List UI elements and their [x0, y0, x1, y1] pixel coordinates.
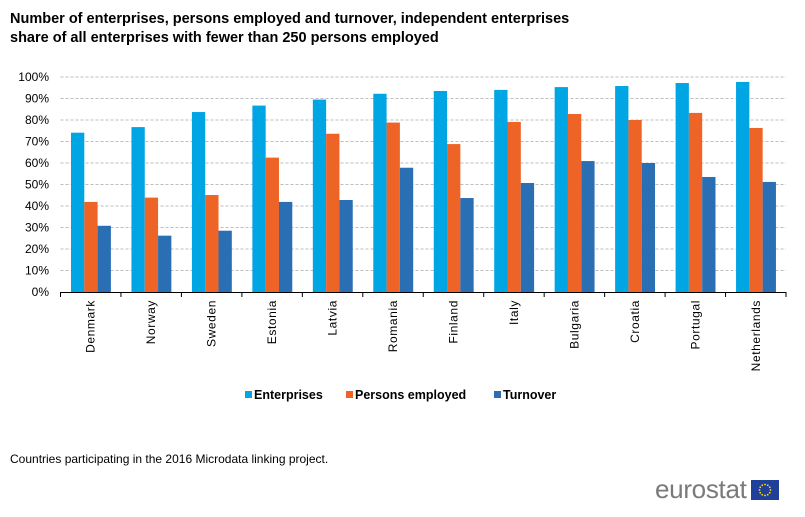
legend-label: Turnover [503, 388, 556, 402]
y-tick-label: 50% [25, 178, 49, 192]
bar-turnover-estonia [278, 201, 293, 292]
bar-turnover-sweden [218, 230, 232, 292]
y-tick-label: 20% [25, 242, 49, 256]
bars [71, 81, 776, 293]
bar-persons-employed-croatia [628, 120, 642, 292]
bar-persons-employed-denmark [84, 201, 98, 292]
x-tick-label: Romania [386, 300, 400, 352]
bar-enterprises-romania [373, 93, 387, 293]
y-tick-label: 70% [25, 135, 49, 149]
y-tick-label: 10% [25, 264, 49, 278]
legend-swatch [346, 391, 353, 398]
bar-persons-employed-netherlands [749, 127, 763, 292]
flag-star [766, 493, 769, 496]
eurostat-logo: eurostat [655, 476, 779, 502]
x-tick-label: Denmark [84, 300, 98, 353]
legend-label: Enterprises [254, 388, 323, 402]
bar-turnover-portugal [702, 176, 716, 292]
bar-enterprises-croatia [615, 86, 629, 292]
chart-title-line-2: share of all enterprises with fewer than… [10, 30, 439, 46]
bar-persons-employed-bulgaria [567, 113, 582, 292]
bar-enterprises-sweden [191, 112, 206, 292]
flag-star [760, 484, 763, 487]
bar-turnover-italy [520, 182, 535, 292]
y-tick-label: 0% [32, 285, 50, 299]
flag-star [758, 486, 761, 489]
x-tick-label: Bulgaria [567, 300, 581, 349]
bar-persons-employed-sweden [205, 195, 219, 292]
y-tick-label: 60% [25, 156, 49, 170]
flag-star [768, 486, 771, 489]
footnote: Countries participating in the 2016 Micr… [10, 452, 329, 466]
legend-swatch [245, 391, 252, 398]
bar-turnover-netherlands [762, 181, 776, 292]
x-tick-label: Finland [446, 300, 460, 344]
x-axis [60, 292, 787, 297]
x-tick-label: Latvia [326, 300, 340, 336]
bar-persons-employed-estonia [265, 157, 279, 292]
bar-turnover-finland [460, 198, 474, 292]
legend: Enterprises Persons employed Turnover [245, 388, 556, 402]
y-tick-label: 30% [25, 221, 49, 235]
flag-star [760, 493, 763, 496]
bar-turnover-croatia [641, 163, 656, 292]
flag-star [763, 494, 766, 497]
bar-enterprises-norway [131, 127, 145, 292]
bar-enterprises-estonia [252, 105, 266, 292]
x-axis-tick-labels: Denmark Norway Sweden Estonia Latvia Romania F… [84, 300, 763, 372]
y-axis-tick-labels: 0% 10% 20% 30% 40% 50% 60% 70% 80% 90% 100% [18, 70, 49, 299]
bar-enterprises-latvia [312, 99, 327, 292]
bar-enterprises-denmark [71, 132, 85, 292]
x-tick-label: Portugal [688, 300, 702, 350]
bar-turnover-bulgaria [581, 161, 595, 292]
bar-turnover-romania [399, 167, 414, 292]
logo-text: eurostat [655, 474, 747, 504]
legend-swatch [494, 391, 501, 398]
bar-enterprises-italy [494, 89, 508, 293]
flag-star [766, 484, 769, 487]
x-tick-label: Italy [507, 300, 521, 325]
x-tick-label: Estonia [265, 300, 279, 344]
bar-enterprises-finland [433, 90, 448, 292]
bar-turnover-norway [158, 235, 172, 292]
y-tick-label: 100% [18, 70, 49, 84]
bar-persons-employed-portugal [688, 112, 703, 292]
bar-persons-employed-norway [144, 197, 159, 292]
bar-persons-employed-romania [386, 122, 400, 292]
y-tick-label: 80% [25, 113, 49, 127]
chart-title-line-1: Number of enterprises, persons employed … [10, 11, 570, 27]
bar-turnover-denmark [97, 225, 111, 292]
flag-star [769, 489, 771, 491]
flag-star [758, 489, 760, 491]
chart-title: Number of enterprises, persons employed … [10, 10, 569, 48]
x-tick-label: Croatia [628, 300, 642, 343]
bar-persons-employed-italy [507, 121, 521, 292]
x-tick-label: Sweden [205, 300, 219, 347]
eu-flag-icon [750, 480, 779, 500]
flag-star [768, 491, 771, 494]
bar-persons-employed-latvia [326, 133, 340, 292]
flag-star [763, 483, 766, 486]
bar-turnover-latvia [339, 199, 353, 292]
bar-persons-employed-finland [447, 144, 461, 292]
bar-enterprises-bulgaria [554, 87, 568, 292]
flag-star [758, 491, 761, 494]
gridlines [60, 76, 786, 271]
x-tick-label: Norway [144, 300, 158, 344]
y-tick-label: 40% [25, 199, 49, 213]
bar-enterprises-netherlands [736, 81, 750, 292]
legend-label: Persons employed [355, 388, 466, 402]
bar-enterprises-portugal [675, 83, 689, 293]
x-tick-label: Netherlands [749, 300, 763, 371]
y-tick-label: 90% [25, 92, 49, 106]
